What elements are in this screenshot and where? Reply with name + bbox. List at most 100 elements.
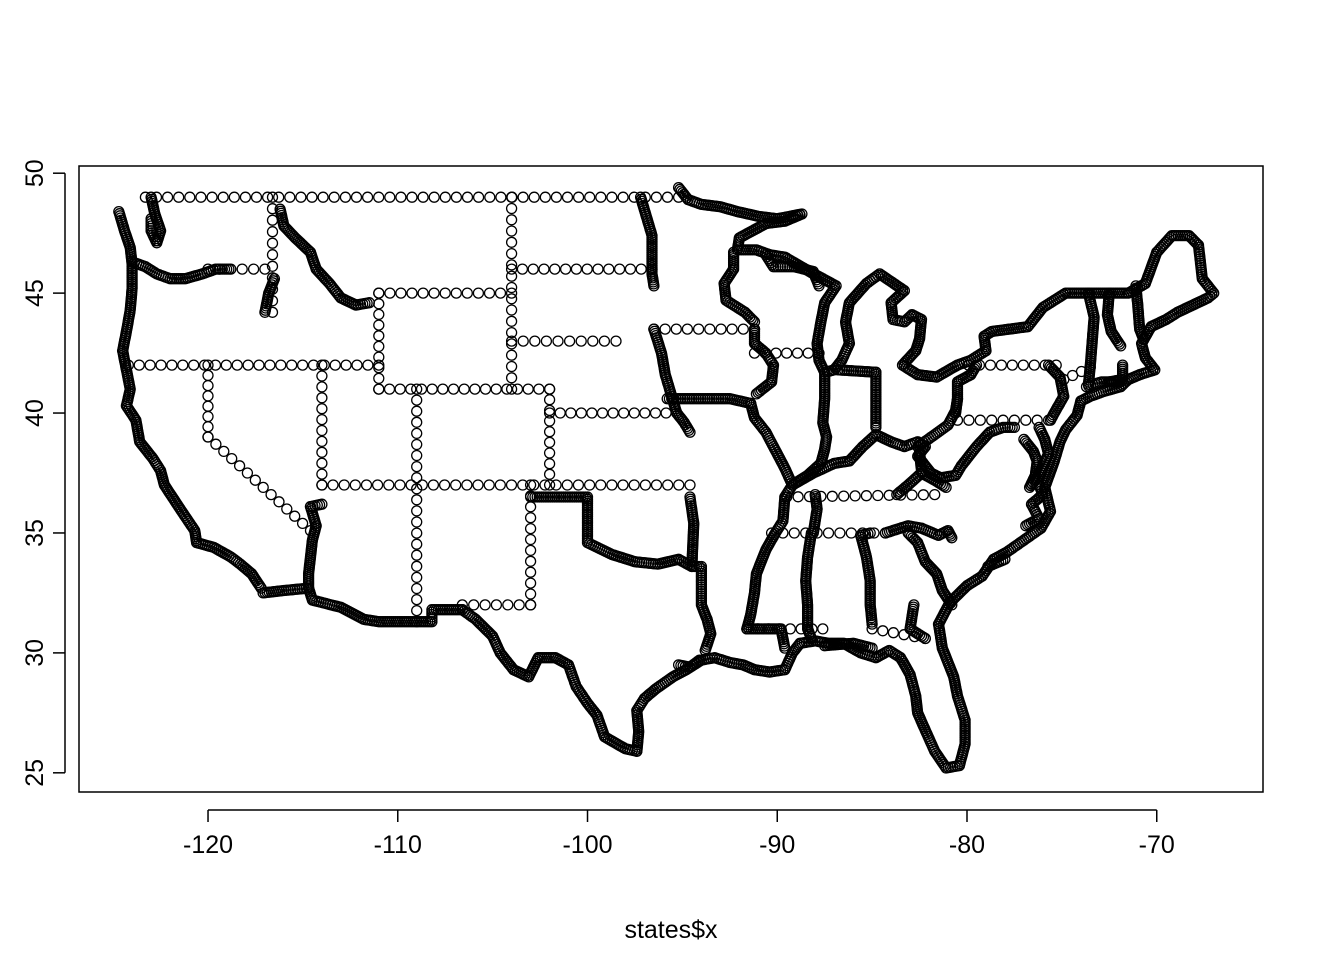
data-point <box>1031 414 1043 426</box>
data-point <box>691 655 704 668</box>
data-point <box>266 260 279 272</box>
data-point <box>417 287 429 299</box>
data-point <box>166 359 178 371</box>
data-point <box>490 383 502 395</box>
data-point <box>505 479 518 491</box>
data-point <box>296 517 309 530</box>
data-point <box>795 623 807 635</box>
data-point <box>236 263 248 275</box>
data-point <box>264 359 276 371</box>
data-point <box>161 191 174 203</box>
y-tick-label: 30 <box>21 639 49 667</box>
data-point <box>405 479 417 491</box>
data-point <box>628 407 640 419</box>
data-point <box>872 489 884 502</box>
data-point <box>395 287 407 299</box>
data-point <box>505 293 518 305</box>
data-point <box>646 263 658 275</box>
data-point <box>505 304 518 316</box>
data-point <box>811 527 823 539</box>
data-point <box>415 383 428 395</box>
data-point <box>505 236 518 248</box>
data-point <box>490 599 503 611</box>
data-point <box>327 479 339 491</box>
data-point <box>472 479 484 491</box>
data-point <box>371 479 384 491</box>
data-point <box>202 263 214 275</box>
data-point <box>690 657 702 669</box>
data-point <box>411 505 423 517</box>
x-tick-label: -110 <box>374 831 422 859</box>
data-point <box>195 191 207 203</box>
data-point <box>516 263 529 275</box>
data-point <box>870 366 882 378</box>
data-point <box>450 191 463 203</box>
data-point <box>411 416 423 428</box>
data-point <box>257 481 269 494</box>
data-point <box>265 488 277 501</box>
data-point <box>461 191 474 203</box>
data-point <box>406 287 418 299</box>
data-point <box>1050 359 1062 371</box>
data-point <box>411 593 423 606</box>
data-point <box>273 496 285 508</box>
data-point <box>770 347 782 359</box>
data-point <box>648 323 660 335</box>
data-point <box>674 183 686 195</box>
data-point <box>864 527 876 539</box>
data-point <box>610 335 622 347</box>
data-point <box>1008 414 1021 426</box>
data-point <box>505 335 518 347</box>
data-point <box>318 359 330 371</box>
data-point <box>598 335 611 347</box>
data-point <box>373 383 385 395</box>
data-point <box>747 314 759 326</box>
data-point <box>997 414 1009 426</box>
data-point <box>133 359 145 371</box>
data-point <box>860 490 873 502</box>
data-point <box>938 480 950 492</box>
data-point <box>524 588 537 600</box>
data-point <box>628 191 640 203</box>
data-point <box>1020 520 1032 532</box>
data-point <box>929 488 941 501</box>
data-point <box>411 460 423 473</box>
data-point <box>411 582 423 595</box>
data-point <box>543 415 556 427</box>
data-point <box>550 191 563 203</box>
data-point <box>249 474 261 486</box>
data-point <box>586 407 598 419</box>
data-point <box>908 630 921 643</box>
data-point <box>554 407 566 419</box>
data-point <box>543 436 556 449</box>
data-point <box>788 527 800 539</box>
data-point <box>845 527 857 539</box>
data-point <box>675 185 687 197</box>
data-point <box>250 191 263 203</box>
data-point <box>505 338 518 350</box>
data-point <box>617 191 629 203</box>
data-point <box>461 287 473 299</box>
data-point <box>684 426 696 438</box>
data-point <box>483 287 496 299</box>
data-point <box>673 479 685 491</box>
data-point <box>411 449 423 462</box>
data-point <box>1113 338 1126 350</box>
data-point <box>505 270 518 282</box>
data-point <box>524 512 537 524</box>
data-point <box>540 335 553 347</box>
data-point <box>693 654 706 666</box>
data-point <box>524 522 537 535</box>
data-point <box>999 553 1011 565</box>
data-point <box>819 366 831 378</box>
data-point <box>395 191 407 203</box>
data-point <box>316 370 328 382</box>
data-point <box>417 191 429 203</box>
data-point <box>505 383 518 395</box>
data-point <box>150 191 163 203</box>
data-point <box>411 427 423 440</box>
data-point <box>681 323 694 335</box>
data-point <box>281 503 293 515</box>
data-point <box>613 263 626 275</box>
data-point <box>570 263 583 275</box>
